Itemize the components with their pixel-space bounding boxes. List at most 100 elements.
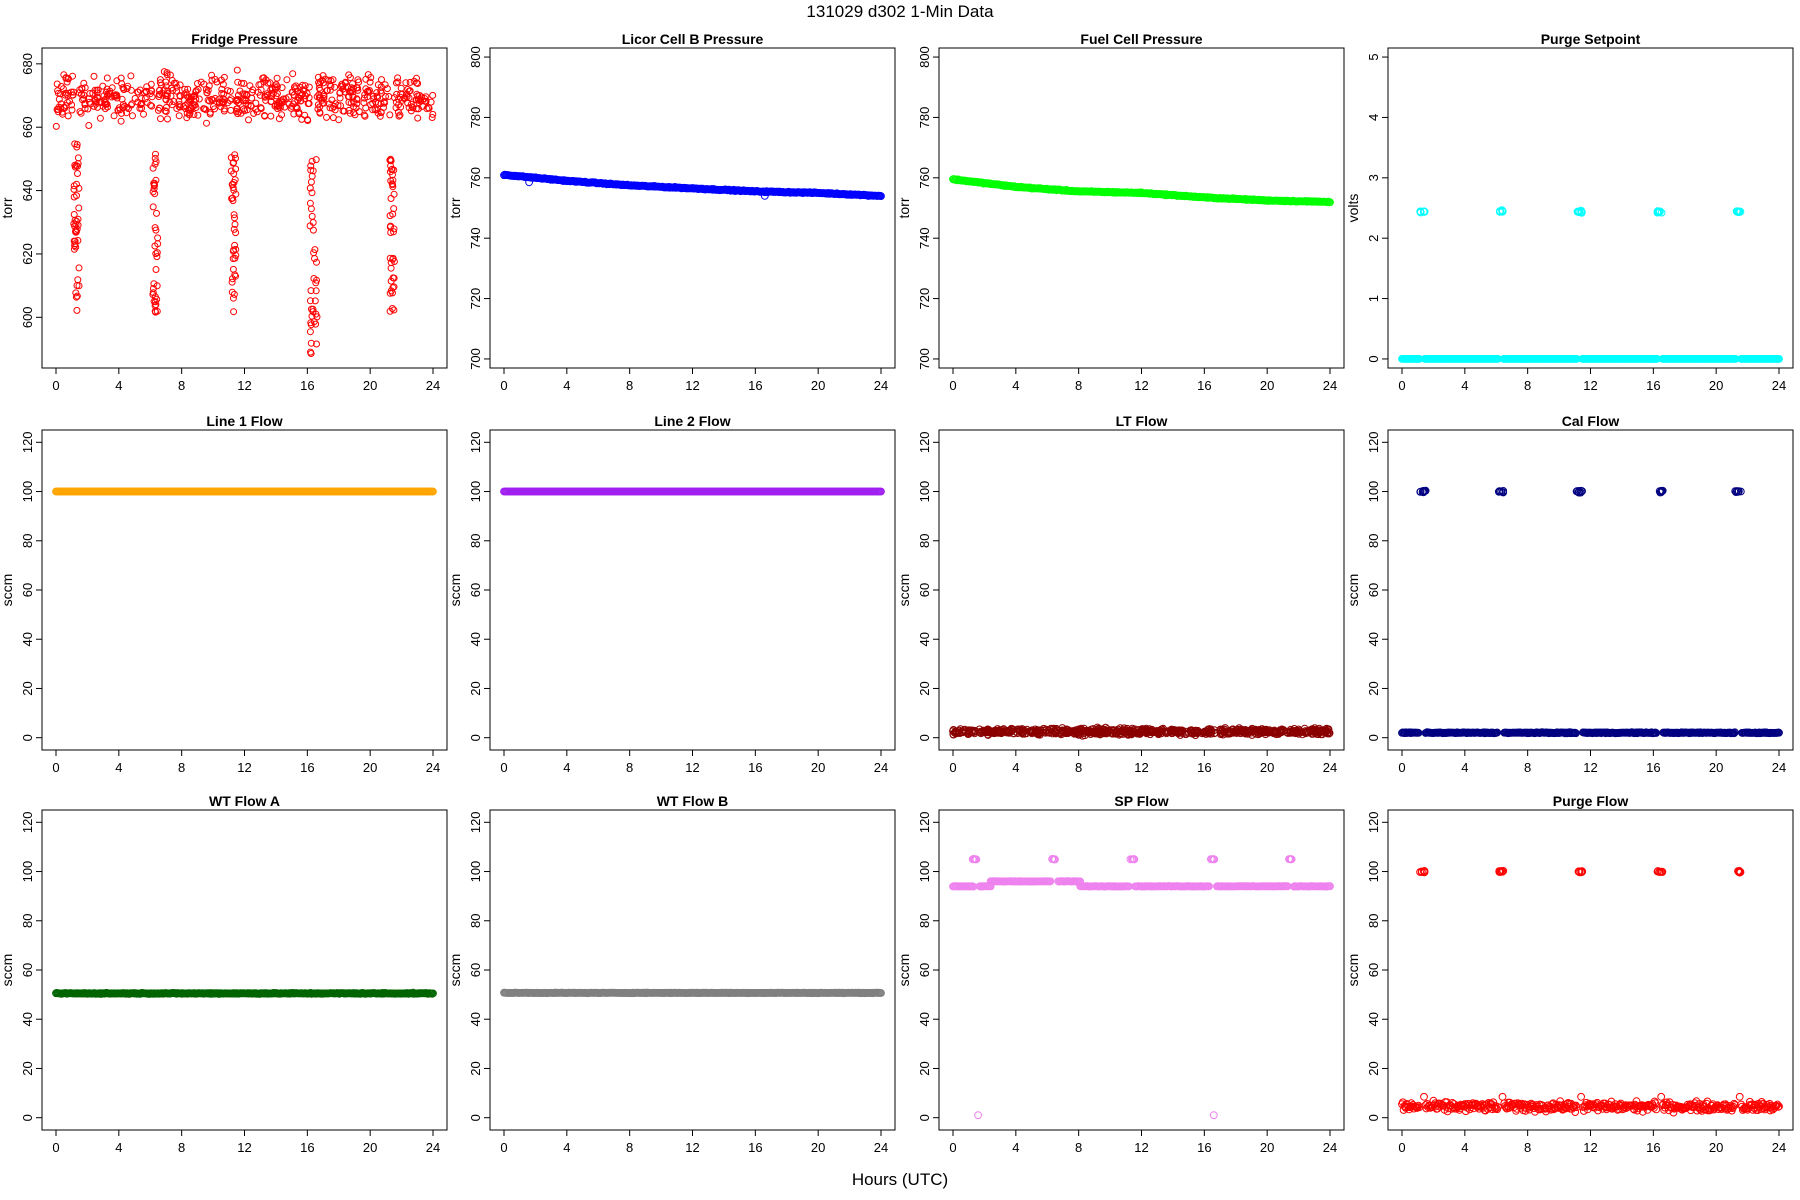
x-tick-label: 24 (1323, 760, 1337, 775)
x-tick-label: 0 (1398, 378, 1405, 393)
data-point (211, 94, 219, 102)
y-tick-label: 740 (468, 227, 483, 249)
data-point (309, 167, 317, 175)
data-point (151, 190, 159, 198)
data-point (1326, 198, 1334, 207)
data-point (151, 224, 159, 232)
x-tick-label: 24 (874, 1140, 888, 1155)
data-point (1033, 729, 1042, 738)
y-tick-label: 0 (1366, 734, 1381, 741)
data-point (96, 114, 104, 122)
x-tick-label: 16 (1197, 378, 1211, 393)
data-point (1499, 487, 1508, 495)
data-point (85, 122, 93, 129)
x-tick-label: 8 (1075, 378, 1082, 393)
data-point (378, 76, 385, 84)
data-point (233, 66, 241, 74)
x-tick-label: 20 (363, 760, 377, 775)
x-tick-label: 24 (874, 378, 888, 393)
y-tick-label: 80 (20, 534, 35, 548)
y-tick-label: 3 (1366, 174, 1381, 181)
data-point (149, 289, 157, 297)
data-point (99, 82, 107, 90)
data-point (319, 79, 327, 87)
y-tick-label: 100 (20, 861, 35, 883)
data-point (390, 225, 398, 233)
y-tick-label: 680 (20, 53, 35, 75)
data-point (213, 78, 221, 86)
data-point (149, 285, 157, 292)
data-point (370, 92, 378, 100)
data-point (151, 154, 159, 162)
data-point (73, 180, 80, 188)
data-point (150, 280, 158, 288)
data-point (1089, 725, 1097, 733)
data-point (305, 83, 313, 91)
data-point (240, 80, 248, 87)
data-point (229, 255, 237, 263)
data-point (255, 81, 263, 89)
data-point (219, 80, 227, 88)
data-point (123, 109, 130, 117)
data-point (1294, 728, 1303, 737)
data-point (278, 111, 286, 119)
data-point (154, 234, 162, 242)
x-tick-label: 4 (115, 378, 122, 393)
data-point (148, 102, 156, 110)
data-point (304, 116, 311, 124)
data-point (262, 76, 270, 84)
x-tick-label: 24 (1323, 378, 1337, 393)
data-point (1309, 726, 1317, 734)
data-point (406, 78, 414, 86)
y-tick-label: 800 (917, 46, 932, 68)
data-point (318, 96, 326, 104)
data-point (275, 100, 283, 108)
y-tick-label: 0 (1366, 355, 1381, 362)
data-point (354, 76, 362, 84)
data-point (1117, 727, 1125, 736)
x-tick-label: 24 (874, 760, 888, 775)
y-axis-label: sccm (1345, 574, 1361, 607)
panel-title: WT Flow A (209, 793, 280, 809)
data-point (390, 205, 398, 213)
data-point (275, 115, 283, 123)
data-point (413, 79, 420, 87)
data-point (1111, 729, 1120, 738)
data-point (1193, 729, 1202, 737)
data-point (181, 85, 189, 93)
data-point (1577, 206, 1585, 215)
data-point (1256, 726, 1264, 735)
y-tick-label: 120 (20, 431, 35, 453)
x-tick-label: 24 (426, 760, 440, 775)
data-point (232, 272, 239, 280)
data-point (290, 91, 298, 99)
y-axis-label: sccm (447, 954, 463, 987)
data-point (1007, 724, 1016, 733)
y-tick-label: 80 (468, 534, 483, 548)
data-point (389, 274, 397, 282)
data-point (292, 103, 300, 111)
data-point (295, 108, 303, 116)
data-point (395, 101, 402, 109)
panel-title: Fuel Cell Pressure (1080, 31, 1202, 47)
y-axis-label: sccm (896, 574, 912, 607)
data-point (312, 279, 320, 287)
data-point (164, 115, 171, 123)
data-point (246, 82, 254, 90)
data-point (1175, 728, 1184, 737)
y-tick-label: 80 (917, 534, 932, 548)
y-tick-label: 660 (20, 116, 35, 138)
data-point (316, 108, 324, 116)
data-point (118, 95, 126, 103)
data-point (877, 192, 885, 201)
y-tick-label: 4 (1366, 114, 1381, 121)
data-point (298, 115, 306, 123)
data-point (80, 95, 88, 103)
data-point (362, 85, 370, 93)
data-point (1220, 728, 1229, 737)
data-point (110, 112, 118, 120)
data-point (153, 249, 161, 257)
series-points (500, 170, 885, 201)
